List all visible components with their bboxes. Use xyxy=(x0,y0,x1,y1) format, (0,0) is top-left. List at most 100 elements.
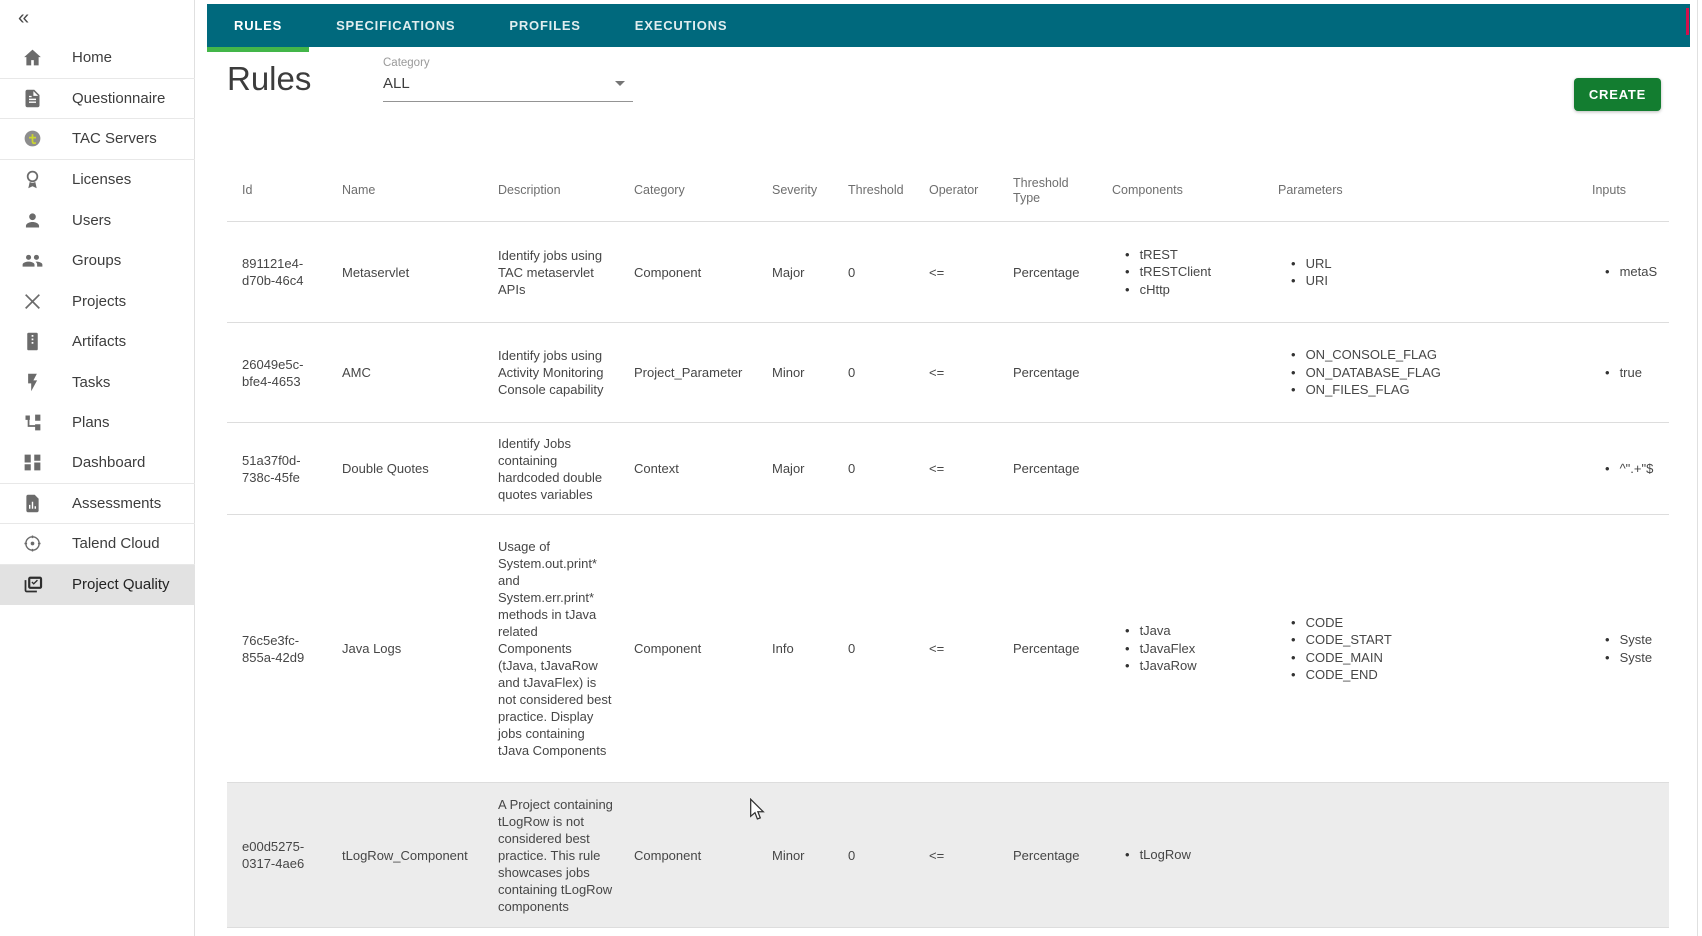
chevron-down-icon xyxy=(615,81,625,86)
table-row-java-logs[interactable]: 76c5e3fc-855a-42d9 Java Logs Usage of Syst… xyxy=(227,515,1669,783)
category-select-label: Category xyxy=(383,57,430,69)
sidebar-item-licenses[interactable]: Licenses xyxy=(0,160,195,201)
sidebar-item-tasks[interactable]: Tasks xyxy=(0,362,195,403)
tab-profiles[interactable]: PROFILES xyxy=(509,18,581,33)
cell-components: tJavatJavaFlextJavaRow xyxy=(1112,622,1278,675)
column-header-components: Components xyxy=(1112,183,1183,197)
sidebar-item-plans[interactable]: Plans xyxy=(0,403,195,444)
table-row-double-quotes[interactable]: 51a37f0d-738c-45fe Double Quotes Identify … xyxy=(227,423,1669,515)
cell-threshold_type: Percentage xyxy=(1013,641,1080,656)
sidebar-item-label: Home xyxy=(72,49,113,67)
notification-sliver xyxy=(1686,8,1689,35)
sidebar-item-label: Plans xyxy=(72,414,110,432)
scrollbar-track-line[interactable] xyxy=(1697,0,1698,936)
cell-threshold: 0 xyxy=(848,461,856,476)
tac-servers-icon xyxy=(22,128,43,149)
sidebar-item-assessments[interactable]: Assessments xyxy=(0,484,195,524)
column-header-threshold: Threshold xyxy=(848,183,904,197)
cell-id: 76c5e3fc-855a-42d9 xyxy=(242,632,305,665)
sidebar-item-label: Users xyxy=(72,211,112,229)
parameters-item: CODE_END xyxy=(1291,666,1572,684)
sidebar-item-label: Questionnaire xyxy=(72,89,166,107)
column-header-id: Id xyxy=(242,183,253,197)
artifacts-icon xyxy=(22,331,43,352)
cell-id: 891121e4-d70b-46c4 xyxy=(242,256,304,288)
cell-operator: <= xyxy=(929,365,945,380)
column-header-parameters: Parameters xyxy=(1278,183,1343,197)
cell-operator: <= xyxy=(929,641,945,656)
sidebar-item-project-quality[interactable]: Project Quality xyxy=(0,564,195,605)
plans-icon xyxy=(22,412,43,433)
components-item: tJava xyxy=(1125,622,1258,640)
sidebar-item-groups[interactable]: Groups xyxy=(0,241,195,282)
components-item: tRESTClient xyxy=(1125,263,1258,281)
tab-bar-tabs: RULES SPECIFICATIONS PROFILES EXECUTIONS xyxy=(207,4,754,52)
sidebar-item-label: Talend Cloud xyxy=(72,535,160,553)
collapse-sidebar-icon[interactable]: « xyxy=(18,7,30,29)
cell-threshold: 0 xyxy=(848,264,856,280)
cell-severity: Major xyxy=(772,461,805,476)
projects-icon xyxy=(22,291,43,312)
cell-inputs: ^".+"$ xyxy=(1592,460,1690,478)
dashboard-icon xyxy=(22,452,43,473)
home-icon xyxy=(22,47,43,68)
sidebar-item-talend-cloud[interactable]: Talend Cloud xyxy=(0,524,195,565)
tab-executions[interactable]: EXECUTIONS xyxy=(634,18,728,33)
cell-inputs: SysteSyste xyxy=(1592,631,1690,666)
cell-id: e00d5275-0317-4ae6 xyxy=(242,839,305,871)
cell-category: Project_Parameter xyxy=(634,365,743,380)
parameters-item: CODE_START xyxy=(1291,631,1572,649)
inputs-item: Syste xyxy=(1605,631,1690,649)
components-item: tREST xyxy=(1125,246,1258,264)
parameters-item: URI xyxy=(1291,272,1572,290)
inputs-item: true xyxy=(1605,364,1690,382)
inputs-item: ^".+"$ xyxy=(1605,460,1690,478)
components-item: cHttp xyxy=(1125,281,1258,299)
cell-components: tRESTtRESTClientcHttp xyxy=(1112,246,1278,299)
cell-id: 26049e5c-bfe4-4653 xyxy=(242,356,304,389)
tab-rules[interactable]: RULES xyxy=(207,4,310,52)
sidebar-item-artifacts[interactable]: Artifacts xyxy=(0,322,195,363)
cell-name: tLogRow_Component xyxy=(342,847,468,863)
sidebar-item-users[interactable]: Users xyxy=(0,200,195,241)
cell-threshold: 0 xyxy=(848,847,856,863)
cell-parameters: ON_CONSOLE_FLAGON_DATABASE_FLAGON_FILES_… xyxy=(1278,346,1592,399)
parameters-item: ON_CONSOLE_FLAG xyxy=(1291,346,1572,364)
table-row-amc[interactable]: 26049e5c-bfe4-4653 AMC Identify jobs using… xyxy=(227,323,1669,423)
sidebar-item-questionnaire[interactable]: Questionnaire xyxy=(0,79,195,119)
questionnaire-icon xyxy=(22,88,43,109)
cell-parameters: URLURI xyxy=(1278,255,1592,290)
cell-threshold_type: Percentage xyxy=(1013,847,1080,863)
components-item: tJavaRow xyxy=(1125,657,1258,675)
sidebar-nav: Home Questionnaire TAC Servers Licenses User… xyxy=(0,38,195,605)
user-icon xyxy=(22,210,43,231)
sidebar-item-label: Groups xyxy=(72,252,122,270)
column-header-category: Category xyxy=(634,183,685,197)
sidebar-item-home[interactable]: Home xyxy=(0,38,195,79)
create-button[interactable]: CREATE xyxy=(1574,78,1661,111)
sidebar-item-label: Tasks xyxy=(72,373,111,391)
cell-name: Java Logs xyxy=(342,641,402,656)
parameters-item: URL xyxy=(1291,255,1572,273)
category-select-value: ALL xyxy=(383,75,633,102)
cell-description: Identify jobs using TAC metaservlet APIs xyxy=(498,247,603,297)
tab-specifications[interactable]: SPECIFICATIONS xyxy=(336,18,456,33)
sidebar-item-label: Dashboard xyxy=(72,454,146,472)
sidebar-item-projects[interactable]: Projects xyxy=(0,281,195,322)
parameters-item: CODE_MAIN xyxy=(1291,649,1572,667)
sidebar-item-tac-servers[interactable]: TAC Servers xyxy=(0,119,195,160)
column-header-inputs: Inputs xyxy=(1592,183,1627,197)
cell-category: Component xyxy=(634,847,702,863)
inputs-item: metaS xyxy=(1605,263,1690,281)
sidebar-item-dashboard[interactable]: Dashboard xyxy=(0,443,195,484)
sidebar: « Home Questionnaire TAC Servers Licenses Us… xyxy=(0,0,195,936)
cell-inputs: metaS xyxy=(1592,263,1690,281)
table-row-metaservlet[interactable]: 891121e4-d70b-46c4 Metaservlet Identify jo… xyxy=(227,222,1669,323)
table-row-tlogrow-component[interactable]: e00d5275-0317-4ae6 tLogRow_Component A Pro… xyxy=(227,783,1669,928)
sidebar-item-label: TAC Servers xyxy=(72,130,157,148)
table-header-row: Id Name Description Category Severity Thresho… xyxy=(227,160,1669,222)
cell-severity: Info xyxy=(772,641,794,656)
cell-parameters: CODECODE_STARTCODE_MAINCODE_END xyxy=(1278,614,1592,684)
category-select[interactable]: Category ALL xyxy=(383,57,633,102)
cell-description: A Project containing tLogRow is not cons… xyxy=(498,796,613,914)
